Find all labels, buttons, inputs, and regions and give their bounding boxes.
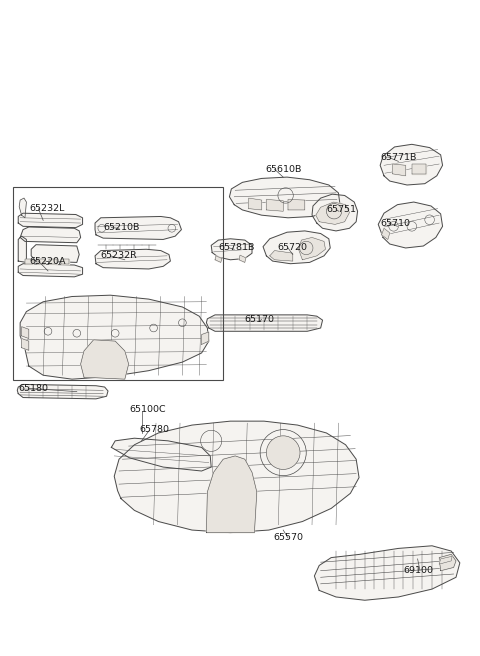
Polygon shape (31, 245, 79, 262)
Text: 65210B: 65210B (103, 223, 140, 232)
Polygon shape (314, 546, 460, 600)
Polygon shape (393, 164, 406, 176)
Text: 65751: 65751 (326, 205, 356, 215)
Polygon shape (266, 199, 283, 211)
Polygon shape (229, 177, 340, 218)
Polygon shape (114, 421, 359, 533)
Text: 65781B: 65781B (218, 243, 255, 253)
Text: 65180: 65180 (18, 384, 48, 393)
Polygon shape (20, 295, 209, 379)
Polygon shape (215, 256, 222, 262)
Polygon shape (412, 164, 426, 174)
Polygon shape (202, 332, 209, 344)
Text: 65232R: 65232R (101, 251, 138, 260)
Text: 65220A: 65220A (30, 256, 66, 266)
Polygon shape (206, 315, 323, 331)
Polygon shape (18, 264, 83, 277)
Circle shape (266, 436, 300, 470)
Text: 65232L: 65232L (30, 204, 65, 213)
Polygon shape (95, 249, 170, 269)
Polygon shape (299, 237, 325, 260)
Polygon shape (270, 251, 293, 261)
Polygon shape (25, 259, 33, 264)
Text: 65100C: 65100C (130, 405, 166, 415)
Polygon shape (439, 556, 452, 564)
Polygon shape (19, 198, 26, 218)
Polygon shape (312, 194, 358, 231)
Polygon shape (22, 338, 29, 350)
Polygon shape (20, 227, 81, 243)
Polygon shape (378, 202, 443, 248)
Polygon shape (316, 202, 349, 224)
Polygon shape (239, 255, 246, 262)
Polygon shape (17, 384, 108, 399)
Text: 65710: 65710 (381, 218, 411, 228)
Polygon shape (439, 554, 456, 571)
Polygon shape (382, 228, 390, 239)
Text: 65170: 65170 (245, 315, 275, 324)
Polygon shape (81, 340, 129, 379)
Polygon shape (380, 144, 443, 185)
Bar (13, 187, 223, 380)
Polygon shape (22, 327, 29, 338)
Polygon shape (18, 236, 26, 262)
Polygon shape (263, 231, 330, 264)
Polygon shape (288, 199, 305, 210)
Polygon shape (206, 456, 257, 533)
Polygon shape (249, 198, 262, 210)
Polygon shape (49, 259, 57, 264)
Polygon shape (61, 259, 69, 264)
Polygon shape (211, 239, 252, 260)
Polygon shape (18, 213, 83, 228)
Text: 65780: 65780 (139, 425, 169, 434)
Text: 65610B: 65610B (265, 165, 301, 174)
Text: 65771B: 65771B (381, 153, 417, 162)
Text: 65720: 65720 (277, 243, 307, 253)
Polygon shape (111, 438, 211, 471)
Text: 69100: 69100 (403, 566, 433, 575)
Polygon shape (37, 259, 45, 264)
Polygon shape (95, 216, 181, 239)
Text: 65570: 65570 (274, 533, 303, 543)
